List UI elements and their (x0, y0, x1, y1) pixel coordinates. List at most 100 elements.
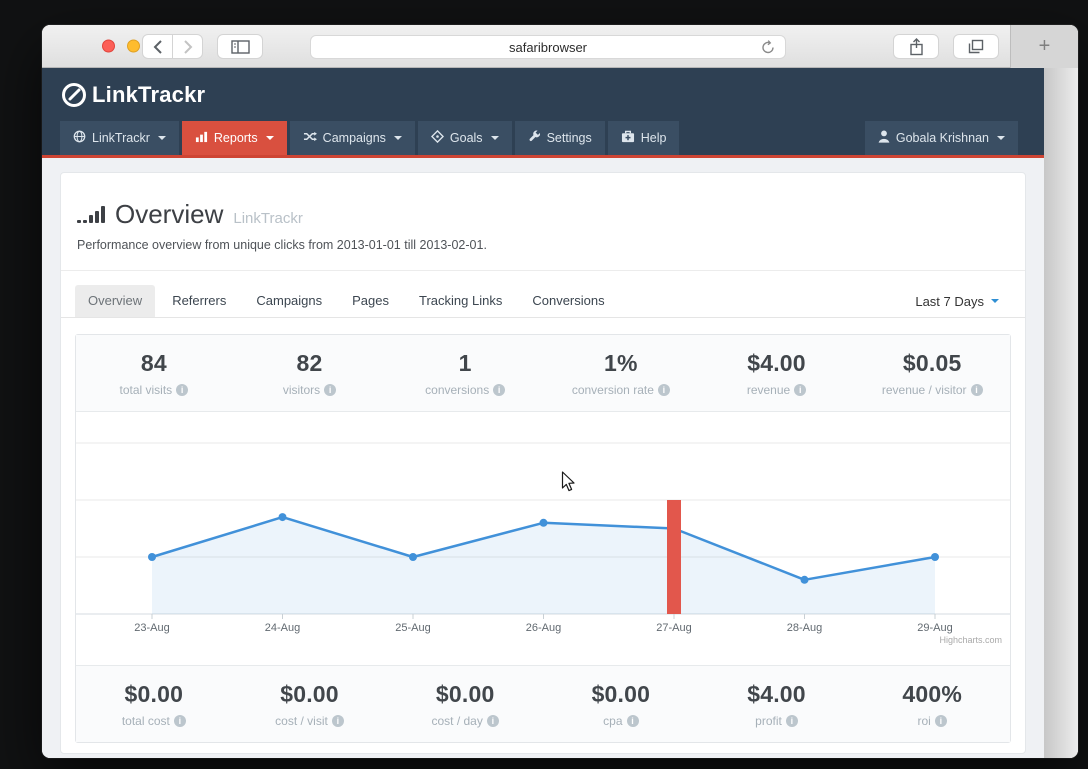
address-bar[interactable]: safaribrowser (310, 35, 786, 59)
reload-button[interactable] (761, 40, 775, 58)
forward-button[interactable] (172, 34, 203, 59)
report-tabs: Overview Referrers Campaigns Pages Tracking … (61, 271, 1025, 318)
stat-cpa: $0.00 cpa i (543, 666, 699, 742)
overview-card: Overview LinkTrackr Performance overview… (60, 172, 1026, 754)
nav-item-label: Campaigns (322, 131, 386, 145)
stat-visitors: 82 visitors i (232, 335, 388, 411)
stat-value: $0.00 (124, 681, 184, 707)
webpage: LinkTrackr LinkTrackr Reports Campaigns Goa… (42, 68, 1044, 758)
chevron-left-icon (153, 39, 162, 54)
tab-tracking-links[interactable]: Tracking Links (419, 293, 503, 308)
x-axis-label: 26-Aug (526, 622, 561, 634)
tab-pages[interactable]: Pages (352, 293, 390, 308)
safari-window: safaribrowser + (42, 25, 1078, 758)
share-button[interactable] (893, 34, 939, 59)
data-point-24-Aug[interactable] (278, 513, 287, 522)
browser-toolbar: safaribrowser + (42, 25, 1078, 68)
info-icon[interactable]: i (173, 715, 186, 727)
tab-overview[interactable]: Overview (75, 285, 156, 317)
x-axis-label: 25-Aug (395, 622, 430, 634)
chevron-down-icon (490, 136, 499, 140)
data-point-23-Aug[interactable] (148, 553, 156, 561)
show-tabs-button[interactable] (953, 34, 999, 59)
area-fill (152, 517, 935, 614)
stat-label: roi i (854, 714, 1010, 728)
data-point-28-Aug[interactable] (800, 575, 809, 584)
linktrackr-logo[interactable]: LinkTrackr (60, 81, 205, 109)
info-icon[interactable]: i (657, 384, 670, 396)
tab-referrers[interactable]: Referrers (172, 293, 227, 308)
info-icon[interactable]: i (970, 384, 983, 396)
user-icon (878, 130, 890, 146)
nav-item-settings[interactable]: Settings (514, 121, 605, 155)
chart-icon (195, 130, 208, 146)
minimize-window-button[interactable] (127, 39, 140, 53)
stat-value: 1% (604, 350, 638, 376)
data-point-26-Aug[interactable] (539, 518, 548, 527)
tab-campaigns[interactable]: Campaigns (256, 293, 323, 308)
nav-item-label: Help (640, 131, 667, 145)
info-icon[interactable]: i (486, 715, 499, 727)
nav-item-goals[interactable]: Goals (417, 121, 512, 155)
visits-chart[interactable]: 23-Aug 24-Aug 25-Aug 26-Aug 27-Aug 28-Aug 29-A… (76, 412, 1010, 665)
stat-total-cost: $0.00 total cost i (76, 666, 232, 742)
data-point-29-Aug[interactable] (931, 553, 939, 561)
info-icon[interactable]: i (626, 715, 639, 727)
nav-item-linktrackr[interactable]: LinkTrackr (60, 121, 179, 155)
stat-revenue: $4.00 revenue i (699, 335, 855, 411)
info-icon[interactable]: i (324, 384, 337, 396)
globe-icon (73, 130, 86, 146)
info-icon[interactable]: i (493, 384, 506, 396)
chevron-down-icon (265, 136, 274, 140)
stat-value: $0.05 (902, 350, 962, 376)
site-header: LinkTrackr (42, 68, 1044, 121)
nav-item-campaigns[interactable]: Campaigns (289, 121, 415, 155)
x-axis-label: 23-Aug (134, 622, 169, 634)
page-subtitle: Performance overview from unique clicks … (77, 238, 487, 252)
medkit-icon (621, 130, 635, 146)
info-icon[interactable]: i (785, 715, 798, 727)
nav-item-help[interactable]: Help (607, 121, 680, 155)
wrench-icon (528, 130, 541, 146)
site-nav: LinkTrackr Reports Campaigns Goals Settings H… (42, 121, 1044, 155)
info-icon[interactable]: i (934, 715, 947, 727)
info-icon[interactable]: i (331, 715, 344, 727)
date-range-dropdown[interactable]: Last 7 Days (915, 294, 1011, 309)
nav-item-label: Goals (449, 131, 483, 145)
nav-item-label: LinkTrackr (92, 131, 150, 145)
stat-profit: $4.00 profit i (699, 666, 855, 742)
stat-label: profit i (699, 714, 855, 728)
stat-value: $0.00 (280, 681, 339, 707)
x-axis-label: 24-Aug (265, 622, 300, 634)
stat-conversion-rate: 1% conversion rate i (543, 335, 699, 411)
tab-conversions[interactable]: Conversions (532, 293, 605, 308)
data-point-25-Aug[interactable] (409, 553, 417, 561)
stat-value: $0.00 (435, 681, 495, 707)
back-button[interactable] (142, 34, 173, 59)
info-icon[interactable]: i (176, 384, 189, 396)
close-window-button[interactable] (102, 39, 115, 53)
stat-total-visits: 84 total visits i (76, 335, 232, 411)
nav-item-reports[interactable]: Reports (181, 121, 287, 155)
stat-label: cpa i (543, 714, 699, 728)
new-tab-button[interactable]: + (1010, 25, 1078, 68)
highlight-column-27-Aug[interactable] (667, 500, 681, 614)
user-menu[interactable]: Gobala Krishnan (864, 121, 1018, 155)
chevron-down-icon (393, 136, 402, 140)
sidebar-toggle-button[interactable] (217, 34, 263, 59)
stat-label: cost / visit i (232, 714, 388, 728)
stat-value: 400% (902, 681, 963, 707)
chevron-down-icon (997, 136, 1005, 140)
stat-label: cost / day i (387, 714, 543, 728)
info-icon[interactable]: i (794, 384, 807, 396)
share-icon (909, 37, 923, 55)
highcharts-credit[interactable]: Highcharts.com (939, 635, 1002, 645)
window-edge-strip (1044, 68, 1078, 758)
x-axis-label: 27-Aug (656, 622, 691, 634)
x-axis-label: 28-Aug (787, 622, 822, 634)
highcharts-svg: 23-Aug 24-Aug 25-Aug 26-Aug 27-Aug 28-Aug 29-A… (76, 442, 1010, 645)
stat-value: $4.00 (747, 681, 806, 707)
stat-revenue-visitor: $0.05 revenue / visitor i (854, 335, 1010, 411)
chevron-down-icon (991, 299, 999, 303)
reload-icon (762, 40, 774, 54)
